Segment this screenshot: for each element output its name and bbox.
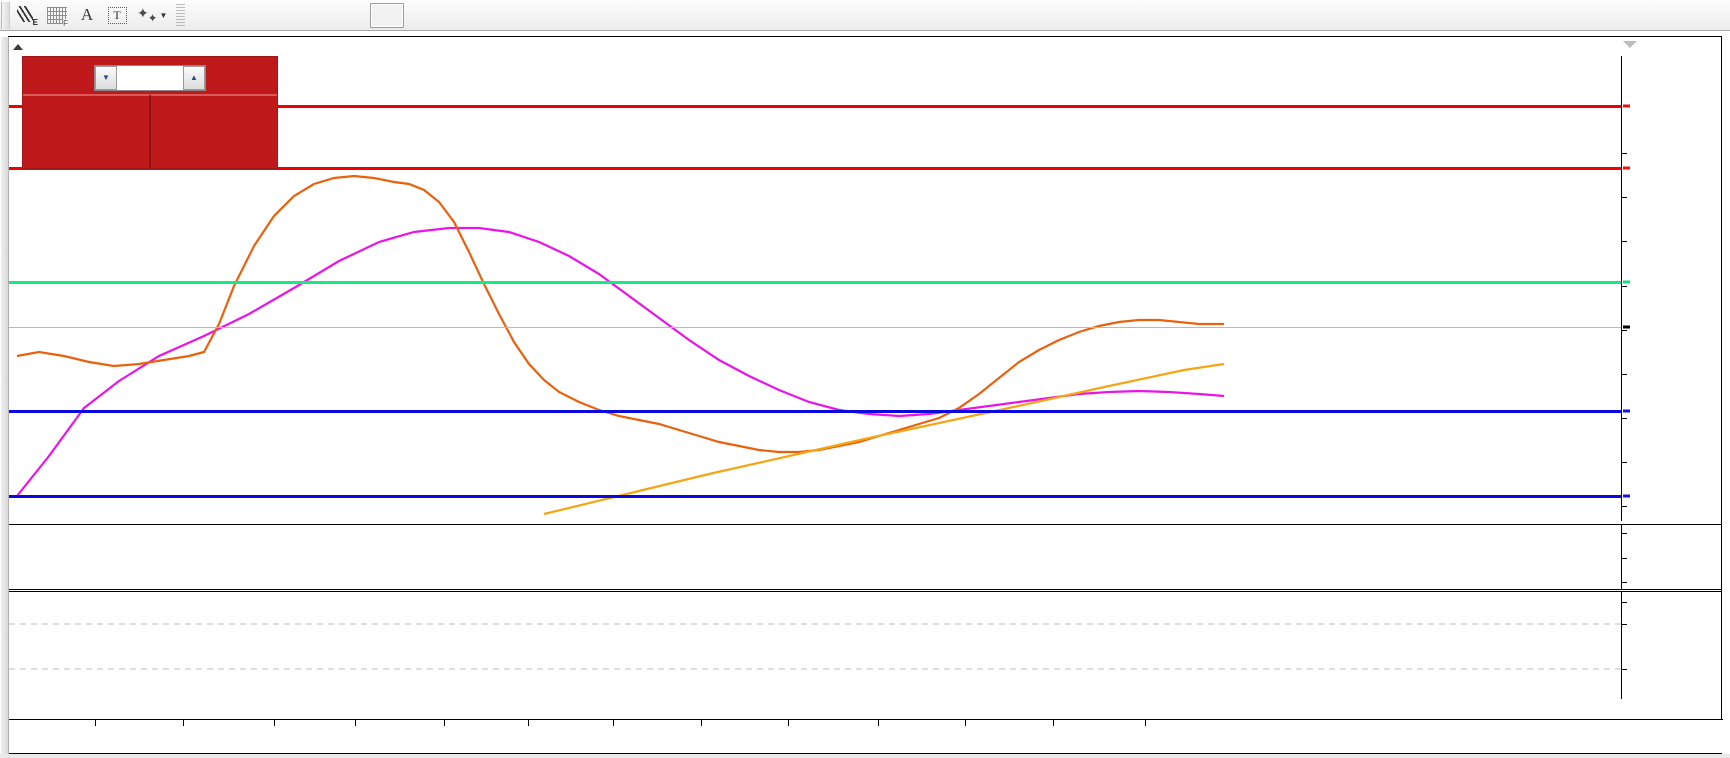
objects-icon: ✦✦ — [137, 5, 157, 25]
macd-series — [9, 525, 1623, 590]
time-tick — [1145, 720, 1146, 726]
text-label-icon[interactable]: A — [80, 5, 94, 24]
price-tag-current — [1623, 325, 1630, 329]
price-tag-3866 — [1623, 280, 1630, 284]
buy-price-block[interactable] — [151, 94, 277, 168]
expert-advisor-glyph — [15, 5, 38, 27]
macd-pane[interactable] — [9, 524, 1623, 590]
timeframe-h1[interactable] — [334, 3, 368, 28]
price-pane[interactable] — [9, 56, 1623, 521]
one-click-trading-panel[interactable]: ▼ ▲ — [22, 56, 278, 169]
indicators-glyph — [47, 6, 69, 28]
axis-tick — [1622, 582, 1627, 583]
sell-price-block[interactable] — [23, 94, 151, 168]
level-line-3676 — [9, 410, 1623, 413]
price-tag-4035 — [1623, 166, 1630, 170]
indicators-icon[interactable] — [42, 2, 72, 28]
volume-decrease-button[interactable]: ▼ — [95, 65, 117, 90]
level-line-4124 — [9, 105, 1623, 108]
volume-stepper[interactable]: ▼ ▲ — [94, 64, 206, 91]
window-left-edge[interactable] — [1, 37, 9, 755]
time-tick — [355, 720, 356, 726]
time-tick — [613, 720, 614, 726]
rsi-series — [9, 623, 1623, 670]
text-box-icon[interactable]: T — [102, 2, 132, 28]
axis-tick — [1622, 197, 1627, 198]
time-tick — [444, 720, 445, 726]
time-tick — [1053, 720, 1054, 726]
axis-tick — [1622, 153, 1627, 154]
time-axis[interactable] — [9, 719, 1723, 753]
objects-menu-button[interactable]: ✦✦ ▼ — [132, 2, 172, 28]
timeframe-m1[interactable] — [190, 3, 224, 28]
timeframe-m5[interactable] — [226, 3, 260, 28]
time-tick — [274, 720, 275, 726]
timeframe-m15[interactable] — [262, 3, 296, 28]
axis-tick — [1622, 330, 1627, 331]
text-box-glyph: T — [107, 6, 127, 24]
trade-panel-prices — [23, 94, 277, 168]
chart-title-bar — [9, 37, 1721, 56]
chevron-down-icon: ▼ — [159, 10, 168, 20]
axis-tick — [1622, 418, 1627, 419]
macd-axis — [1621, 524, 1721, 590]
level-line-4035 — [9, 167, 1623, 170]
price-axis[interactable] — [1621, 56, 1721, 521]
timeframe-d1[interactable] — [406, 3, 440, 28]
timeframe-h4[interactable] — [370, 2, 405, 28]
axis-tick — [1622, 624, 1627, 625]
collapse-triangle-icon[interactable] — [13, 43, 23, 50]
price-tag-4124 — [1623, 104, 1630, 108]
axis-tick — [1622, 669, 1627, 670]
time-tick — [183, 720, 184, 726]
level-line-3551 — [9, 495, 1623, 498]
axis-tick — [1622, 241, 1627, 242]
time-tick — [701, 720, 702, 726]
status-bar — [0, 754, 1730, 758]
axis-tick — [1622, 558, 1627, 559]
axis-tick — [1622, 506, 1627, 507]
rsi-pane[interactable] — [9, 591, 1623, 699]
timeframe-w1[interactable] — [442, 3, 476, 28]
timeframe-mn[interactable] — [478, 3, 512, 28]
time-tick — [528, 720, 529, 726]
time-tick — [965, 720, 966, 726]
axis-tick — [1622, 374, 1627, 375]
timeframe-m30[interactable] — [298, 3, 332, 28]
price-tag-3551 — [1623, 494, 1630, 498]
axis-tick — [1622, 533, 1627, 534]
time-tick — [878, 720, 879, 726]
minimize-triangle-icon[interactable] — [1623, 41, 1637, 48]
price-tag-3676 — [1623, 409, 1630, 413]
expert-advisor-icon[interactable] — [10, 2, 42, 28]
trade-panel-controls: ▼ ▲ — [23, 57, 277, 94]
rsi-axis — [1621, 591, 1721, 699]
chart-window: ▼ ▲ — [1, 36, 1723, 755]
level-line-3866 — [9, 281, 1623, 284]
axis-tick — [1622, 602, 1627, 603]
volume-increase-button[interactable]: ▲ — [183, 65, 205, 90]
axis-tick — [1622, 462, 1627, 463]
level-line-current-price — [9, 327, 1623, 328]
axis-tick — [1622, 286, 1627, 287]
time-tick — [788, 720, 789, 726]
toolbar-drag-handle[interactable] — [1, 1, 10, 29]
main-toolbar: A T ✦✦ ▼ — [0, 0, 1730, 31]
time-tick — [95, 720, 96, 726]
toolbar-separator — [176, 4, 186, 26]
